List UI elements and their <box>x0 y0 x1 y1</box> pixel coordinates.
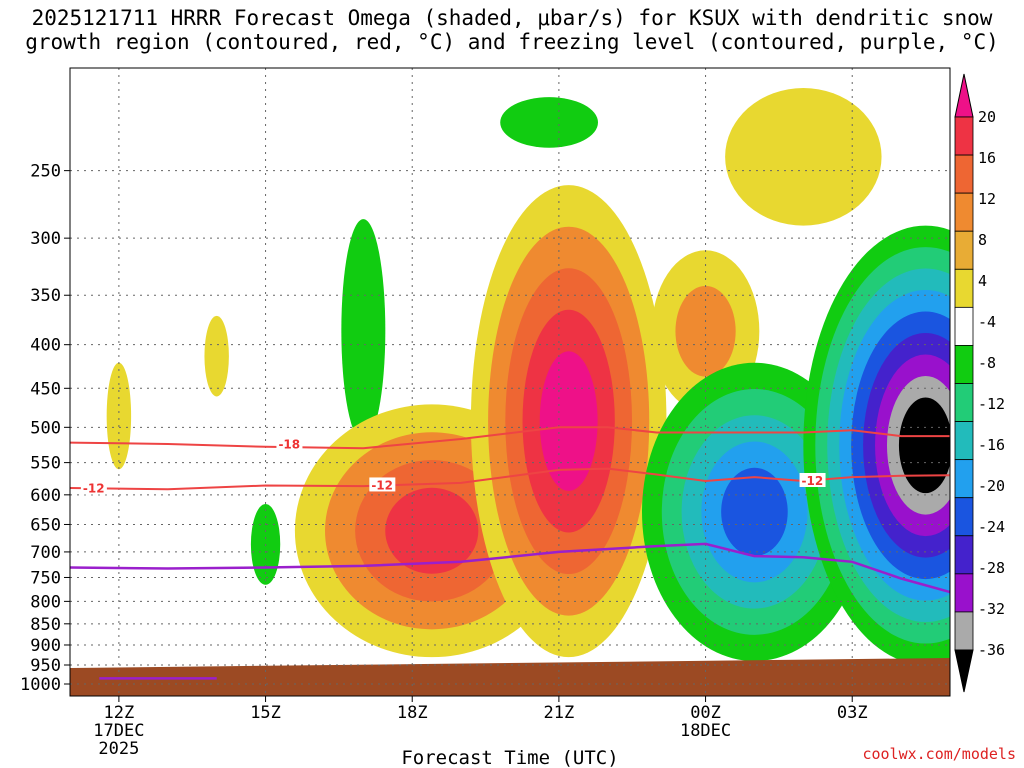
x-tick-label-03Z-0: 03Z <box>837 703 868 723</box>
contour-label-bg-2 <box>369 477 396 492</box>
y-tick-label-750: 750 <box>30 568 61 588</box>
contour-label-bg-0 <box>276 436 303 451</box>
colorbar-tick-8: 8 <box>978 231 987 249</box>
x-tick-label-12Z-1: 17DEC <box>93 721 144 741</box>
colorbar-band-13 <box>954 573 974 613</box>
x-tick-label-12Z-0: 12Z <box>104 703 135 723</box>
colorbar: 20 16 12 8 4 -4 -8 -12 -16 -20 -24 -28 -32 -36 <box>954 73 1005 693</box>
y-tick-label-850: 850 <box>30 615 61 635</box>
colorbar-band-7 <box>954 345 974 384</box>
y-tick-label-800: 800 <box>30 592 61 612</box>
contour-2 <box>70 542 950 594</box>
colorbar-tick--4: -4 <box>978 313 996 331</box>
colorbar-band-1 <box>954 116 974 156</box>
omega-cell-12-level-0 <box>725 88 882 226</box>
colorbar-band-11 <box>954 497 974 537</box>
contour-label-1: -12 <box>83 482 105 496</box>
y-tick-label-700: 700 <box>30 543 61 563</box>
y-tick-label-650: 650 <box>30 515 61 535</box>
colorbar-band-5 <box>954 268 974 308</box>
plot-frame <box>69 67 951 697</box>
x-tick-label-00Z-1: 18DEC <box>680 721 731 741</box>
terrain <box>70 658 950 696</box>
colorbar-band-10 <box>954 459 974 499</box>
terrain-layer <box>70 658 950 696</box>
y-tick-label-900: 900 <box>30 636 61 656</box>
colorbar-bottom-arrow <box>954 649 974 693</box>
colorbar-tick-4: 4 <box>978 272 987 290</box>
y-tick-label-250: 250 <box>30 162 61 182</box>
omega-cell-11-level-4 <box>721 467 788 557</box>
x-tick-label-21Z-0: 21Z <box>544 703 575 723</box>
colorbar-tick--32: -32 <box>978 600 1005 618</box>
contour-label-0: -18 <box>278 438 300 452</box>
omega-cell-8-level-0 <box>500 97 598 148</box>
colorbar-tick-20: 20 <box>978 108 996 126</box>
omega-cell-13-level-8 <box>898 397 950 494</box>
y-tick-label-400: 400 <box>30 336 61 356</box>
y-tick-label-600: 600 <box>30 486 61 506</box>
colorbar-band-9 <box>954 421 974 461</box>
contour-1 <box>70 467 950 491</box>
colorbar-tick--36: -36 <box>978 641 1005 659</box>
contour-labels: -18 -12 -12 -12 <box>80 436 826 496</box>
colorbar-tick-12: 12 <box>978 190 996 208</box>
chart-title-line-2: growth region (contoured, red, °C) and f… <box>25 30 999 54</box>
y-tick-label-350: 350 <box>30 286 61 306</box>
y-tick-label-950: 950 <box>30 656 61 676</box>
contour-label-bg-1 <box>80 480 107 495</box>
colorbar-tick--28: -28 <box>978 559 1005 577</box>
colorbar-band-3 <box>954 192 974 232</box>
x-tick-label-18Z-0: 18Z <box>397 703 428 723</box>
omega-cell-2-level-0 <box>341 219 386 442</box>
x-tick-label-00Z-0: 00Z <box>690 703 721 723</box>
colorbar-tick--8: -8 <box>978 354 996 372</box>
y-tick-label-1000: 1000 <box>20 675 61 695</box>
colorbar-tick-16: 16 <box>978 149 996 167</box>
colorbar-tick--20: -20 <box>978 477 1005 495</box>
y-tick-label-500: 500 <box>30 418 61 438</box>
colorbar-tick--24: -24 <box>978 518 1005 536</box>
y-tick-label-450: 450 <box>30 379 61 399</box>
contour-label-bg-3 <box>799 472 826 487</box>
colorbar-band-12 <box>954 535 974 575</box>
colorbar-tick--16: -16 <box>978 436 1005 454</box>
site-credit: coolwx.com/models <box>862 745 1016 763</box>
y-axis: 2503003504004505005506006507007508008509… <box>20 162 70 695</box>
y-tick-label-300: 300 <box>30 229 61 249</box>
omega-cell-1-level-0 <box>204 315 229 397</box>
colorbar-band-4 <box>954 230 974 270</box>
omega-cell-7-level-4 <box>539 351 598 491</box>
contour-label-2: -12 <box>371 478 393 492</box>
contour-label-3: -12 <box>802 474 824 488</box>
chart-title: 2025121711 HRRR Forecast Omega (shaded, … <box>0 6 1024 54</box>
colorbar-band-8 <box>954 383 974 422</box>
colorbar-tick--12: -12 <box>978 395 1005 413</box>
colorbar-band-2 <box>954 154 974 194</box>
omega-cell-9-level-1 <box>675 285 736 377</box>
contour-lines <box>70 426 950 680</box>
x-tick-label-15Z-0: 15Z <box>250 703 281 723</box>
chart-title-line-1: 2025121711 HRRR Forecast Omega (shaded, … <box>31 6 993 30</box>
colorbar-band-6 <box>954 306 974 346</box>
x-axis-label: Forecast Time (UTC) <box>401 747 618 768</box>
colorbar-band-14 <box>954 611 974 651</box>
colorbar-top-arrow <box>954 73 974 118</box>
omega-shading <box>106 88 950 665</box>
contour-0 <box>70 426 950 450</box>
x-tick-label-12Z-2: 2025 <box>98 739 139 759</box>
y-tick-label-550: 550 <box>30 454 61 474</box>
